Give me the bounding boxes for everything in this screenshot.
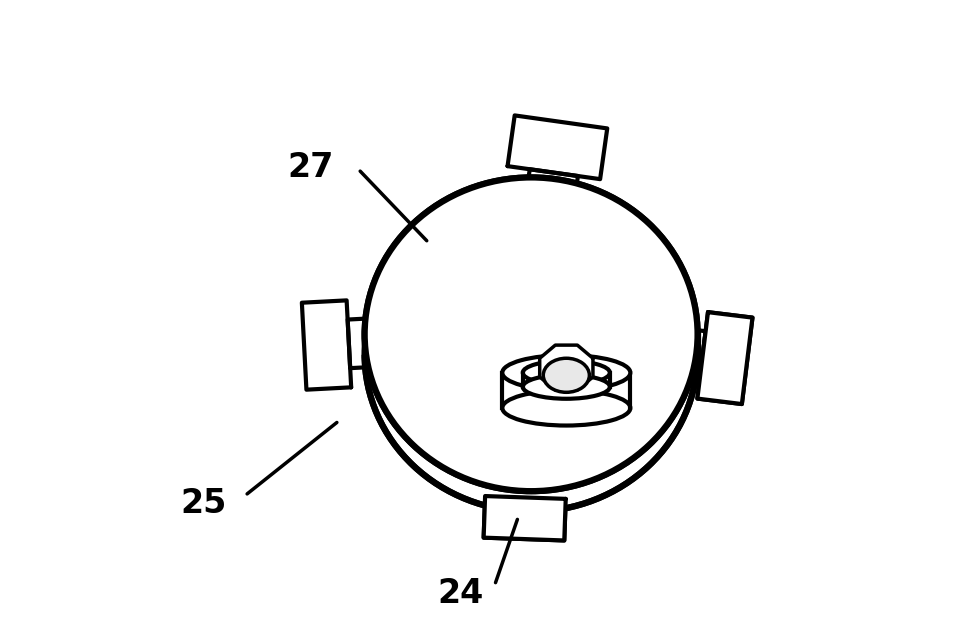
Ellipse shape <box>522 361 609 385</box>
Ellipse shape <box>543 358 589 392</box>
Ellipse shape <box>502 355 630 390</box>
Polygon shape <box>483 496 565 541</box>
Ellipse shape <box>522 375 609 399</box>
Polygon shape <box>503 417 550 498</box>
Text: 24: 24 <box>437 577 483 610</box>
Polygon shape <box>507 115 606 179</box>
Polygon shape <box>696 312 752 404</box>
Polygon shape <box>483 496 565 541</box>
Ellipse shape <box>502 390 630 426</box>
Polygon shape <box>539 345 593 390</box>
Polygon shape <box>518 169 577 255</box>
Text: 27: 27 <box>287 151 333 185</box>
Polygon shape <box>696 312 752 404</box>
Ellipse shape <box>364 198 697 512</box>
Polygon shape <box>301 300 351 390</box>
Ellipse shape <box>364 177 697 491</box>
Text: 25: 25 <box>180 487 226 520</box>
Polygon shape <box>610 320 705 379</box>
Ellipse shape <box>364 177 697 491</box>
Polygon shape <box>347 314 449 368</box>
